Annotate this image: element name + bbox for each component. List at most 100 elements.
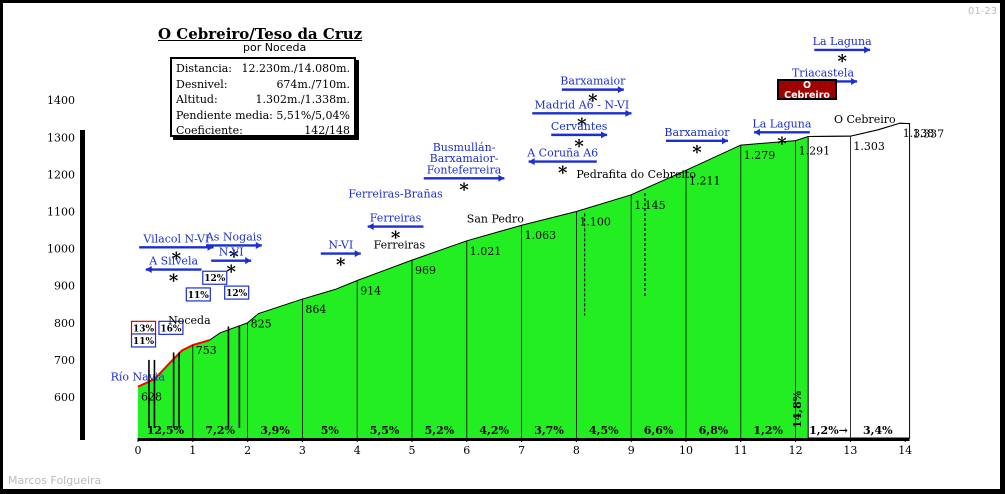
x-tick-label: 3 — [299, 444, 306, 457]
slope-badge — [224, 285, 250, 300]
junction-star-icon: * — [837, 51, 847, 72]
place-label: Pedrafita do Cebreito — [576, 168, 696, 181]
slope-badge-label: 11% — [133, 337, 155, 347]
junction-star-icon: * — [777, 133, 787, 154]
summit-badge: O Cebreiro 1.302m — [777, 79, 837, 111]
x-tick-label: 5 — [409, 444, 416, 457]
junction-star-icon: * — [692, 142, 702, 163]
y-axis-bar — [80, 130, 85, 440]
segment-slope-label: 6,6% — [644, 424, 674, 437]
slope-badge — [202, 270, 228, 285]
y-tick-label: 800 — [54, 317, 75, 330]
junction-star-icon: * — [558, 163, 568, 184]
stat-value: 142/148 — [304, 124, 350, 138]
chart-code: 01-23 — [968, 6, 998, 17]
slope-badge — [130, 333, 157, 348]
junction-label: Ferreiras-Brañas — [348, 187, 443, 200]
x-tick-label: 13 — [843, 444, 857, 457]
y-tick-label: 1200 — [47, 168, 75, 181]
x-tick-label: 14 — [898, 444, 912, 457]
x-tick-label: 7 — [518, 444, 525, 457]
elevation-label: 1.021 — [470, 245, 502, 258]
x-tick-label: 1 — [189, 444, 196, 457]
junction-arrowhead — [721, 137, 728, 145]
summit-name: O Cebreiro — [784, 80, 830, 101]
junction-arrowhead — [625, 109, 632, 117]
chart-title: O Cebreiro/Teso da Cruz — [158, 25, 363, 43]
slope-badge-label: 16% — [160, 324, 182, 334]
slope-badge — [158, 320, 184, 335]
junction-label: La Laguna — [813, 35, 872, 48]
junction-arrowhead — [145, 266, 152, 274]
x-tick-label: 6 — [463, 444, 470, 457]
stat-row: Coeficiente: 142/148 — [176, 123, 350, 139]
junction-label: Madrid A6 - N-VI — [535, 98, 630, 111]
junction-label: Cervantes — [551, 120, 608, 133]
elevation-label: 864 — [305, 303, 326, 316]
y-tick-label: 900 — [54, 280, 75, 293]
junction-label: Barxamaior — [664, 126, 730, 139]
elevation-label: 969 — [415, 264, 436, 277]
x-tick-label: 4 — [354, 444, 361, 457]
stat-value: 674m./710m. — [276, 77, 350, 91]
profile-area-white — [807, 122, 911, 439]
segment-slope-label: 6,8% — [699, 424, 729, 437]
junction-label: Fonteferreira — [427, 163, 502, 176]
stat-label: Altitud: — [176, 93, 218, 107]
junction-label: Triacastela — [792, 66, 854, 79]
y-tick-label: 700 — [54, 354, 75, 367]
elevation-label: 1.211 — [689, 174, 721, 187]
segment-slope-label: 12,5% — [147, 424, 185, 437]
junction-star-icon: * — [391, 228, 401, 249]
junction-label: N-VI — [328, 239, 353, 252]
x-tick-label: 12 — [789, 444, 803, 457]
junction-label: Barxamaior — [560, 75, 626, 88]
elevation-label: 825 — [251, 318, 272, 331]
elevation-label: 628 — [141, 391, 162, 404]
segment-slope-label: 5,2% — [425, 424, 455, 437]
junction-arrowhead — [617, 86, 624, 94]
junction-arrowhead — [245, 257, 252, 265]
segment-slope-label: 3,9% — [260, 424, 290, 437]
segment-slope-label: 7,2% — [205, 424, 235, 437]
x-tick-label: 9 — [628, 444, 635, 457]
junction-star-icon: * — [459, 179, 469, 200]
place-label: Río Navia — [111, 370, 166, 383]
segment-slope-label: 1,2% — [753, 424, 783, 437]
x-tick-label: 10 — [679, 444, 693, 457]
elevation-label: 1.063 — [525, 229, 557, 242]
segment-slope-label: 4,5% — [589, 424, 619, 437]
y-tick-label: 600 — [54, 391, 75, 404]
stat-value: 5,51%/5,04% — [276, 108, 350, 122]
junction-arrowhead — [851, 77, 858, 85]
stat-value: 1.302m./1.338m. — [255, 93, 350, 107]
x-axis-line — [138, 438, 910, 441]
segment-slope-label: 1,2%→ — [809, 424, 848, 437]
author-credit: Marcos Folgueira — [8, 474, 102, 487]
slope-badge-label: 12% — [226, 289, 248, 299]
junction-star-icon: * — [229, 246, 239, 267]
vertical-slope-label: 14,8% — [791, 390, 804, 428]
junction-arrowhead — [255, 241, 262, 249]
junction-label: Busmullán- — [433, 141, 496, 154]
elevation-label: 1.279 — [744, 149, 776, 162]
stat-row: Pendiente media: 5,51%/5,04% — [176, 108, 350, 124]
place-label: Noceda — [168, 314, 211, 327]
junction-star-icon: * — [588, 91, 598, 112]
slope-badge-label: 12% — [204, 274, 226, 284]
steep-segment — [137, 339, 210, 388]
stat-row: Distancia: 12.230m./14.080m. — [176, 61, 350, 77]
elevation-label: 1.100 — [579, 216, 611, 229]
y-tick-label: 1400 — [47, 94, 75, 107]
segment-slope-label: 3,4% — [863, 424, 893, 437]
x-tick-label: 2 — [244, 444, 251, 457]
stat-label: Pendiente media: — [176, 108, 273, 122]
place-label: O Cebreiro — [834, 113, 896, 126]
stat-row: Altitud: 1.302m./1.338m. — [176, 92, 350, 108]
elevation-label: 1.338 — [903, 127, 935, 140]
stats-rows: Distancia: 12.230m./14.080m. Desnivel: 674m… — [176, 61, 350, 139]
junction-arrowhead — [528, 158, 535, 166]
junction-star-icon: * — [172, 248, 182, 269]
junction-label: A Coruña A6 — [526, 147, 598, 160]
